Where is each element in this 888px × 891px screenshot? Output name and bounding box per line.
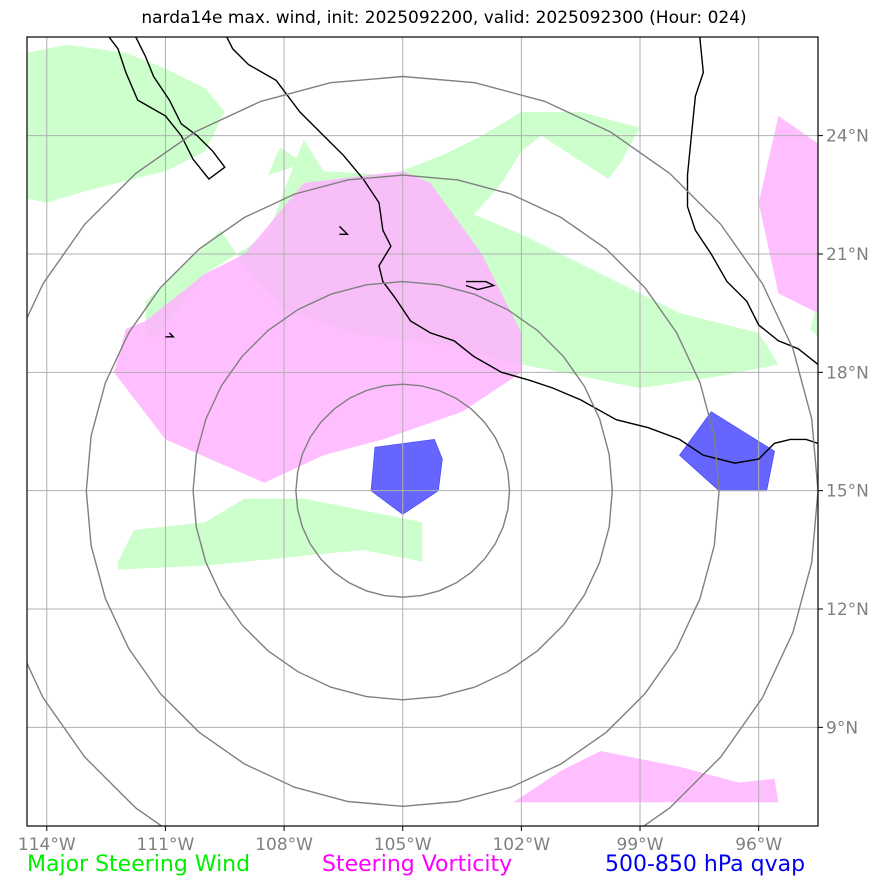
lon-tick-label: 108°W xyxy=(255,835,313,855)
axis-ticks: 114°W 111°W 108°W 105°W 102°W 99°W 96°W 9°N 12°N… xyxy=(18,127,869,855)
range-rings xyxy=(27,75,818,826)
qvap-area xyxy=(679,411,775,492)
coastline-segment xyxy=(338,225,350,236)
coastline-segment xyxy=(465,280,496,291)
coastline-segment xyxy=(225,37,818,464)
range-ring xyxy=(85,174,720,808)
coastline-segment xyxy=(108,37,226,180)
range-ring xyxy=(27,75,818,826)
coastline xyxy=(108,37,818,464)
legend-steering-vorticity: Steering Vorticity xyxy=(322,852,513,877)
steering-wind-area xyxy=(268,147,304,176)
range-ring xyxy=(192,280,613,701)
map-frame xyxy=(26,36,819,827)
graticule xyxy=(27,37,818,826)
lat-tick-label: 9°N xyxy=(826,718,858,738)
legend-qvap: 500-850 hPa qvap xyxy=(605,852,806,877)
steering-vorticity-area xyxy=(758,115,818,314)
qvap-layer xyxy=(370,411,775,515)
steering-wind-area xyxy=(27,44,225,203)
coastline-segment xyxy=(686,37,818,365)
lon-tick-label: 114°W xyxy=(18,835,76,855)
coastline-segment xyxy=(165,332,175,338)
steering-wind-area xyxy=(118,498,423,570)
lon-tick-label: 99°W xyxy=(617,835,664,855)
qvap-area xyxy=(370,438,443,515)
lon-tick-label: 105°W xyxy=(374,835,432,855)
lat-tick-label: 24°N xyxy=(826,127,869,147)
lon-tick-label: 96°W xyxy=(735,835,782,855)
legend-steering-wind: Major Steering Wind xyxy=(27,852,251,877)
lat-tick-label: 21°N xyxy=(826,245,869,265)
lon-tick-label: 102°W xyxy=(492,835,550,855)
chart-title: narda14e max. wind, init: 2025092200, va… xyxy=(141,8,747,28)
lat-tick-label: 15°N xyxy=(826,482,869,502)
range-ring xyxy=(295,383,511,598)
lon-tick-label: 111°W xyxy=(137,835,195,855)
lat-tick-label: 18°N xyxy=(826,363,869,383)
lat-tick-label: 12°N xyxy=(826,600,869,620)
steering-vorticity-area xyxy=(114,171,522,483)
steering-vorticity-layer xyxy=(114,115,818,803)
steering-vorticity-area xyxy=(513,751,779,803)
